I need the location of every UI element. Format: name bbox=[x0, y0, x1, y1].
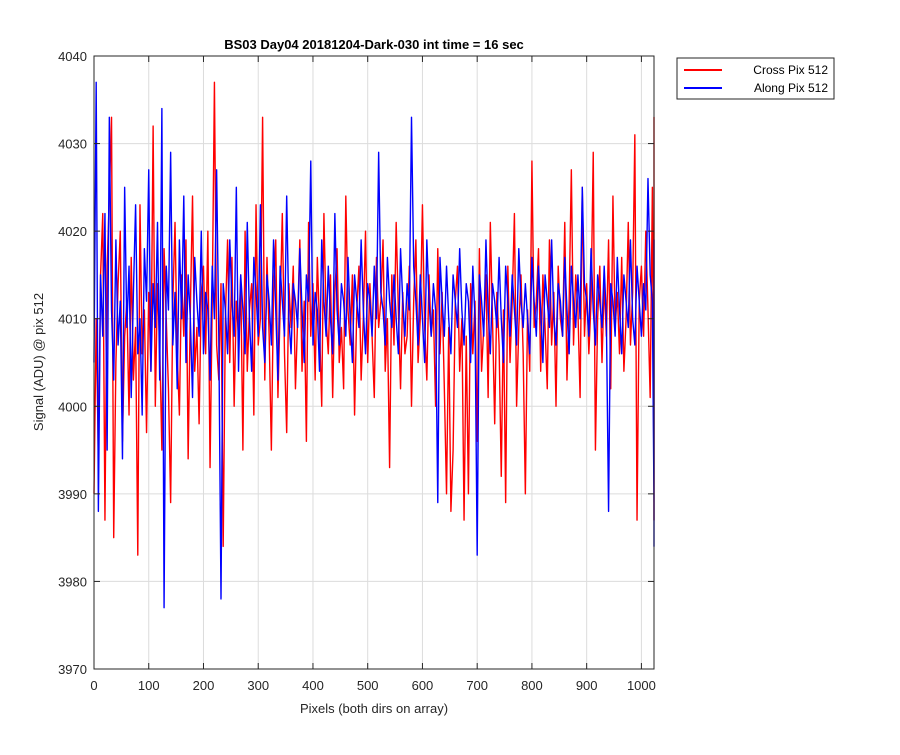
y-tick-label: 4040 bbox=[58, 49, 87, 64]
y-tick-label: 4010 bbox=[58, 312, 87, 327]
plot-frame bbox=[93, 55, 655, 670]
x-tick-label: 500 bbox=[357, 678, 379, 693]
y-tick-label: 4020 bbox=[58, 224, 87, 239]
x-tick-label: 600 bbox=[412, 678, 434, 693]
x-tick-label: 900 bbox=[576, 678, 598, 693]
y-tick-label: 3970 bbox=[58, 662, 87, 677]
x-tick-label: 800 bbox=[521, 678, 543, 693]
legend-label-cross: Cross Pix 512 bbox=[753, 63, 828, 77]
x-axis-label: Pixels (both dirs on array) bbox=[300, 701, 448, 716]
legend: Cross Pix 512 Along Pix 512 bbox=[676, 57, 835, 100]
x-tick-label: 0 bbox=[90, 678, 97, 693]
y-tick-label: 3990 bbox=[58, 487, 87, 502]
legend-box bbox=[676, 57, 835, 100]
y-tick-label: 3980 bbox=[58, 574, 87, 589]
x-tick-label: 700 bbox=[466, 678, 488, 693]
y-axis-label: Signal (ADU) @ pix 512 bbox=[31, 293, 46, 431]
y-tick-label: 4000 bbox=[58, 399, 87, 414]
legend-label-along: Along Pix 512 bbox=[754, 81, 828, 95]
x-tick-label: 100 bbox=[138, 678, 160, 693]
chart-title: BS03 Day04 20181204-Dark-030 int time = … bbox=[224, 37, 524, 52]
tick-layer: 0 100 200 300 400 500 600 700 800 900 1000 3970 3980… bbox=[58, 49, 656, 693]
x-tick-label: 300 bbox=[247, 678, 269, 693]
x-tick-label: 400 bbox=[302, 678, 324, 693]
x-tick-label: 1000 bbox=[627, 678, 656, 693]
series-line-along-pix-512 bbox=[93, 81, 655, 609]
x-tick-label: 200 bbox=[193, 678, 215, 693]
y-tick-label: 4030 bbox=[58, 137, 87, 152]
